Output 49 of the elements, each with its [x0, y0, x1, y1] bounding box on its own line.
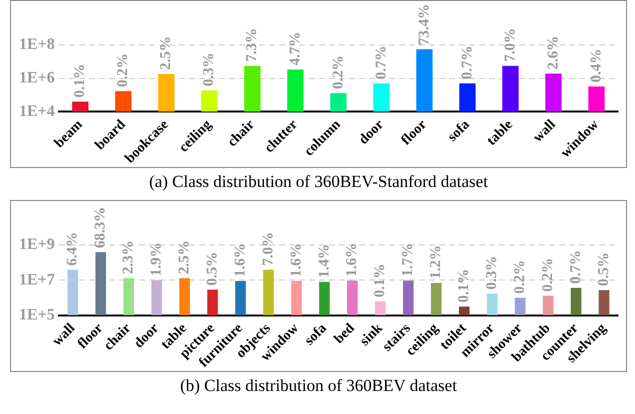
annotation: 2.3% [120, 240, 137, 274]
x-tick-label: door [132, 320, 162, 352]
annotation: 0.4% [588, 48, 604, 83]
annotation: 0.2% [115, 53, 132, 88]
annotation: 0.3% [201, 52, 218, 86]
x-tick-label: door [356, 117, 387, 148]
annotation: 0.3% [484, 256, 500, 290]
y-tick-label: 1E+4 [18, 102, 55, 120]
text: (b) Class distribution of 360BEV dataset [179, 376, 458, 396]
annotation: 68.3% [92, 206, 109, 248]
annotation: 0.2% [512, 260, 528, 294]
annotation: 1.6% [344, 242, 360, 277]
y-tick-label: 1E+8 [18, 36, 55, 54]
annotation: 1.9% [148, 242, 165, 276]
annotation: 0.1% [456, 268, 472, 303]
y-tick-label: 1E+6 [18, 69, 55, 86]
y-tick-label: 1E+9 [18, 236, 55, 254]
annotation: 1.2% [428, 245, 444, 279]
annotation: 73.4% [416, 4, 432, 46]
annotation: 0.7% [373, 46, 390, 80]
annotation: 1.4% [316, 244, 332, 278]
annotation: 6.4% [64, 232, 81, 266]
annotation: 0.2% [330, 55, 346, 90]
annotation: 2.5% [158, 36, 174, 70]
annotation: 1.7% [400, 242, 416, 277]
annotation: 0.1% [72, 64, 88, 98]
annotation: 4.7% [287, 32, 304, 66]
annotation: 1.6% [232, 243, 248, 278]
annotation: 0.7% [568, 250, 584, 284]
annotation: 0.1% [372, 264, 388, 298]
x-tick-label: bed [332, 320, 358, 347]
annotation: 0.2% [540, 258, 556, 292]
x-tick-label: sofa [445, 117, 473, 145]
x-tick-label: wall [530, 117, 559, 146]
y-tick-label: 1E+5 [18, 306, 55, 324]
x-tick-label: wall [50, 320, 78, 350]
annotation: 7.0% [502, 28, 518, 62]
x-tick-label: sofa [302, 320, 330, 349]
annotation: 1.6% [288, 243, 304, 278]
annotation: 0.5% [596, 252, 612, 286]
annotation: 7.0% [260, 232, 276, 266]
annotation: 7.3% [244, 28, 260, 62]
annotation: 2.6% [545, 36, 562, 70]
x-tick-label: table [484, 117, 516, 149]
y-tick-label: 1E+7 [18, 271, 55, 288]
annotation: 2.5% [176, 240, 192, 274]
annotation: 0.5% [204, 252, 220, 286]
text: (a) Class distribution of 360BEV-Stanford dataset [148, 172, 489, 192]
annotation: 0.7% [459, 46, 476, 80]
